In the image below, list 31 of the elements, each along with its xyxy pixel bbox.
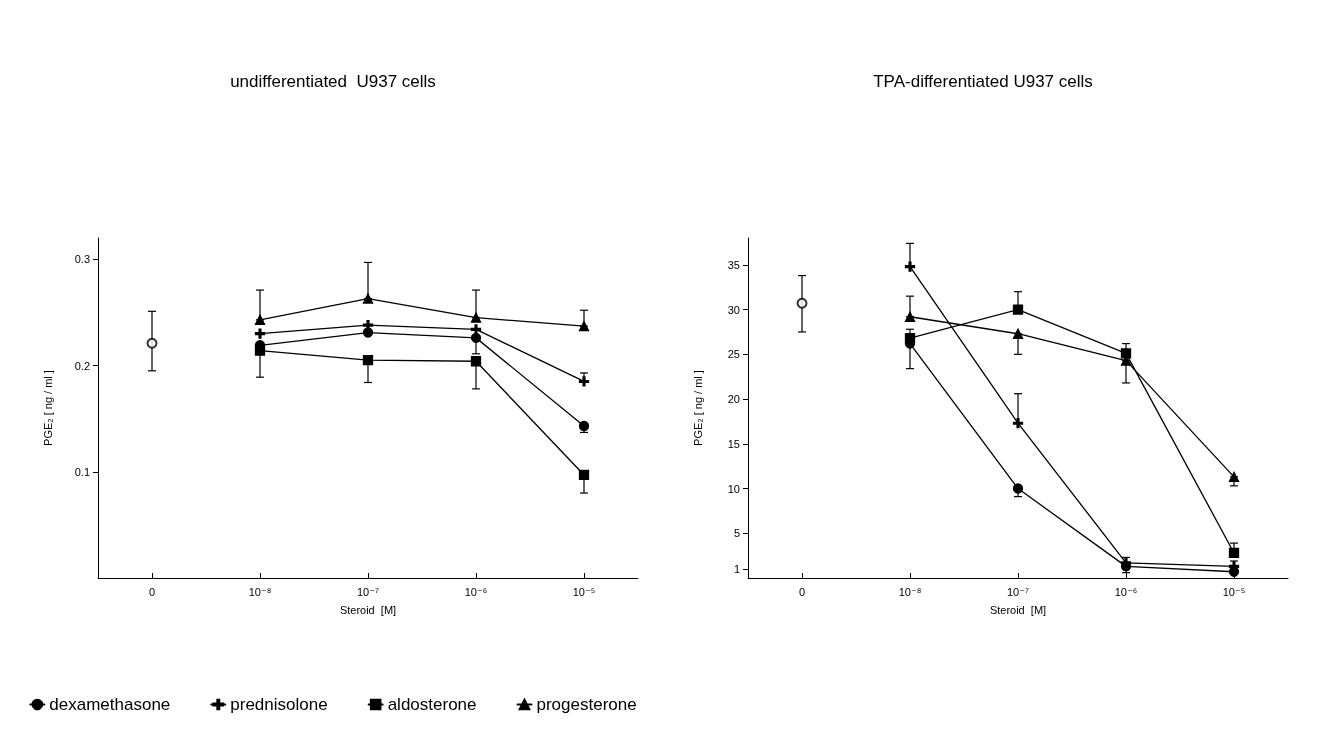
legend-label: aldosterone <box>387 695 477 714</box>
legend-label: progesterone <box>536 695 637 714</box>
x-tick-label: 0 <box>798 585 806 598</box>
y-tick-label: 25 <box>727 348 740 361</box>
y-axis-title: PGE₂ [ ng / ml ] <box>41 370 54 446</box>
x-tick-label: 10⁻⁶ <box>464 585 488 598</box>
chart-title: undifferentiated U937 cells <box>230 72 436 91</box>
y-axis-title: PGE₂ [ ng / ml ] <box>691 370 704 446</box>
chart-title: TPA-differentiated U937 cells <box>873 72 1093 91</box>
legend-label: prednisolone <box>230 695 328 714</box>
y-tick-label: 1 <box>733 563 740 576</box>
x-axis-title: Steroid [M] <box>339 603 397 616</box>
x-tick-label: 10⁻⁶ <box>1114 585 1138 598</box>
x-tick-label: 10⁻⁵ <box>572 585 596 598</box>
y-tick-label: 5 <box>733 527 740 540</box>
y-tick-label: 0.1 <box>74 465 90 478</box>
y-tick-label: 10 <box>727 482 740 495</box>
x-tick-label: 10⁻⁸ <box>898 585 922 598</box>
x-axis-title: Steroid [M] <box>989 603 1047 616</box>
legend-label: dexamethasone <box>49 695 171 714</box>
y-tick-label: 35 <box>727 258 740 271</box>
y-tick-label: 15 <box>727 437 740 450</box>
y-tick-label: 30 <box>727 303 740 316</box>
x-tick-label: 10⁻⁸ <box>248 585 272 598</box>
y-tick-label: 0.2 <box>74 359 90 372</box>
x-tick-label: 10⁻⁷ <box>356 585 380 598</box>
x-tick-label: 0 <box>148 585 156 598</box>
x-tick-label: 10⁻⁵ <box>1222 585 1246 598</box>
y-tick-label: 20 <box>727 393 740 406</box>
x-tick-label: 10⁻⁷ <box>1006 585 1030 598</box>
y-tick-label: 0.3 <box>74 253 90 266</box>
